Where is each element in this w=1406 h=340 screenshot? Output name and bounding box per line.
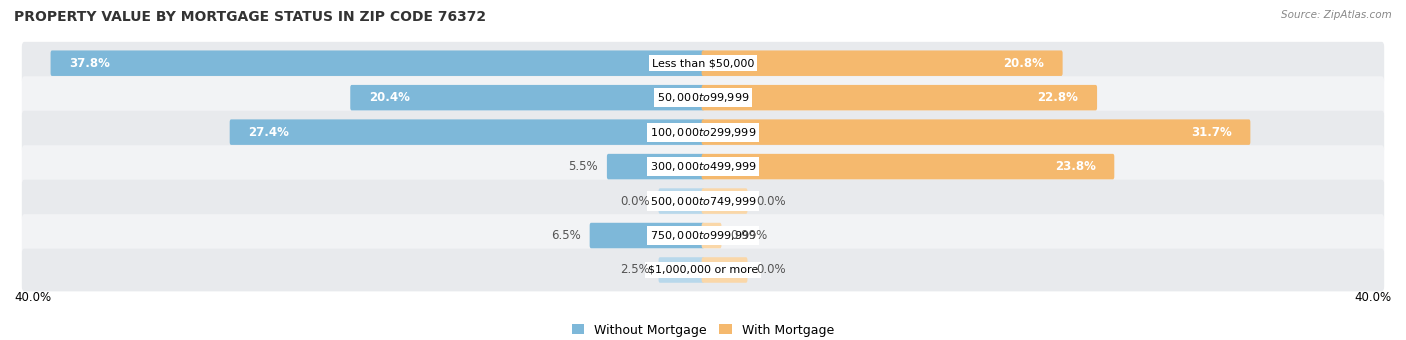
Text: 40.0%: 40.0%	[1355, 291, 1392, 304]
FancyBboxPatch shape	[22, 42, 1384, 85]
FancyBboxPatch shape	[658, 257, 704, 283]
Text: $1,000,000 or more: $1,000,000 or more	[648, 265, 758, 275]
Text: 37.8%: 37.8%	[69, 57, 110, 70]
FancyBboxPatch shape	[22, 145, 1384, 188]
FancyBboxPatch shape	[22, 111, 1384, 153]
Text: 23.8%: 23.8%	[1054, 160, 1095, 173]
Text: Less than $50,000: Less than $50,000	[652, 58, 754, 68]
Text: 0.99%: 0.99%	[730, 229, 768, 242]
FancyBboxPatch shape	[658, 188, 704, 214]
Text: 20.8%: 20.8%	[1002, 57, 1045, 70]
Text: PROPERTY VALUE BY MORTGAGE STATUS IN ZIP CODE 76372: PROPERTY VALUE BY MORTGAGE STATUS IN ZIP…	[14, 10, 486, 24]
FancyBboxPatch shape	[702, 119, 1250, 145]
Text: $500,000 to $749,999: $500,000 to $749,999	[650, 194, 756, 207]
Text: 0.0%: 0.0%	[756, 264, 786, 276]
Text: 40.0%: 40.0%	[14, 291, 51, 304]
Text: $100,000 to $299,999: $100,000 to $299,999	[650, 126, 756, 139]
Text: $50,000 to $99,999: $50,000 to $99,999	[657, 91, 749, 104]
FancyBboxPatch shape	[51, 50, 704, 76]
Text: $750,000 to $999,999: $750,000 to $999,999	[650, 229, 756, 242]
Text: $300,000 to $499,999: $300,000 to $499,999	[650, 160, 756, 173]
Text: 20.4%: 20.4%	[368, 91, 409, 104]
FancyBboxPatch shape	[702, 257, 748, 283]
Legend: Without Mortgage, With Mortgage: Without Mortgage, With Mortgage	[567, 319, 839, 340]
FancyBboxPatch shape	[702, 188, 748, 214]
Text: 0.0%: 0.0%	[620, 194, 650, 207]
Text: Source: ZipAtlas.com: Source: ZipAtlas.com	[1281, 10, 1392, 20]
FancyBboxPatch shape	[702, 50, 1063, 76]
FancyBboxPatch shape	[702, 154, 1115, 180]
Text: 5.5%: 5.5%	[568, 160, 598, 173]
FancyBboxPatch shape	[350, 85, 704, 110]
Text: 6.5%: 6.5%	[551, 229, 581, 242]
FancyBboxPatch shape	[22, 214, 1384, 257]
FancyBboxPatch shape	[22, 76, 1384, 119]
Text: 22.8%: 22.8%	[1038, 91, 1078, 104]
FancyBboxPatch shape	[702, 223, 721, 248]
FancyBboxPatch shape	[589, 223, 704, 248]
Text: 31.7%: 31.7%	[1191, 126, 1232, 139]
FancyBboxPatch shape	[607, 154, 704, 180]
Text: 2.5%: 2.5%	[620, 264, 650, 276]
FancyBboxPatch shape	[229, 119, 704, 145]
FancyBboxPatch shape	[22, 180, 1384, 222]
Text: 0.0%: 0.0%	[756, 194, 786, 207]
Text: 27.4%: 27.4%	[249, 126, 290, 139]
FancyBboxPatch shape	[702, 85, 1097, 110]
FancyBboxPatch shape	[22, 249, 1384, 291]
